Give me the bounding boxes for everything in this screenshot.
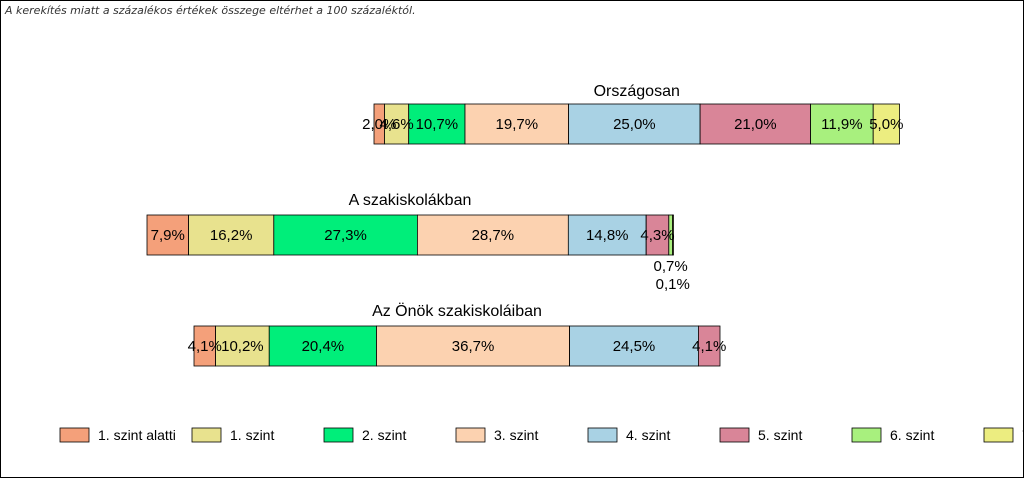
legend-label-1: 1. szint alatti — [98, 427, 176, 443]
bar-segment-g2-s8 — [672, 214, 674, 256]
legend-label-8: 7. szint — [1022, 427, 1024, 443]
legend-swatch-6 — [719, 427, 750, 443]
legend-label-7: 6. szint — [890, 427, 934, 443]
data-label-g2-s2: 16,2% — [210, 227, 253, 244]
data-label-g1-s8: 5,0% — [869, 116, 903, 133]
data-label-g3-s6: 4,1% — [692, 338, 726, 355]
data-label-g1-s5: 25,0% — [613, 116, 656, 133]
legend-label-5: 4. szint — [626, 427, 670, 443]
legend-label-3: 2. szint — [362, 427, 406, 443]
legend-label-4: 3. szint — [494, 427, 538, 443]
group-title-3: Az Önök szakiskoláiban — [372, 302, 542, 320]
bar-segment-g2-s1 — [146, 214, 189, 256]
bar-segment-g3-s6 — [698, 325, 721, 367]
legend-label-6: 5. szint — [758, 427, 802, 443]
bar-segment-g1-s7 — [810, 103, 874, 145]
data-label-g3-s3: 20,4% — [302, 338, 345, 355]
data-label-g2-s5: 14,8% — [586, 227, 629, 244]
legend-swatch-1 — [59, 427, 90, 443]
bar-segment-g2-s5 — [567, 214, 647, 256]
data-label-g1-s2: 4,6% — [380, 116, 414, 133]
bar-segment-g3-s5 — [569, 325, 699, 367]
bar-segment-g1-s6 — [699, 103, 811, 145]
legend-swatch-8 — [983, 427, 1014, 443]
legend-label-2: 1. szint — [230, 427, 274, 443]
bar-segment-g3-s3 — [268, 325, 377, 367]
data-label-g2-s4: 28,7% — [472, 227, 515, 244]
data-label-g1-s1: 2,0% — [362, 116, 396, 133]
data-label-g1-s7: 11,9% — [821, 116, 862, 133]
bar-segment-g1-s4 — [464, 103, 569, 145]
data-label-g1-s3: 10,7% — [416, 116, 459, 133]
data-label-g2-s6: 4,3% — [640, 227, 674, 244]
data-label-g2-s8: 0,1% — [656, 276, 690, 293]
data-label-g3-s2: 10,2% — [221, 338, 264, 355]
data-label-g3-s4: 36,7% — [452, 338, 495, 355]
data-label-g1-s4: 19,7% — [496, 116, 539, 133]
legend-swatch-5 — [587, 427, 618, 443]
data-label-g2-s3: 27,3% — [324, 227, 367, 244]
data-label-g3-s1: 4,1% — [188, 338, 222, 355]
bar-segment-g2-s3 — [273, 214, 418, 256]
legend-swatch-7 — [851, 427, 882, 443]
bar-segment-g3-s4 — [376, 325, 570, 367]
group-title-1: Országosan — [594, 83, 680, 100]
legend-swatch-4 — [455, 427, 486, 443]
group-title-2: A szakiskolákban — [349, 192, 472, 209]
legend-swatch-3 — [323, 427, 354, 443]
legend-swatch-2 — [191, 427, 222, 443]
data-label-g2-s7: 0,7% — [654, 258, 688, 275]
data-label-g1-s6: 21,0% — [734, 116, 777, 133]
bar-segment-g1-s5 — [568, 103, 701, 145]
rounding-note: A kerekítés miatt a százalékos értékek ö… — [5, 4, 416, 17]
bar-segment-g3-s2 — [215, 325, 270, 367]
data-label-g2-s1: 7,9% — [151, 227, 185, 244]
bar-segment-g1-s3 — [408, 103, 466, 145]
data-label-g3-s5: 24,5% — [613, 338, 656, 355]
bar-segment-g1-s8 — [872, 103, 900, 145]
